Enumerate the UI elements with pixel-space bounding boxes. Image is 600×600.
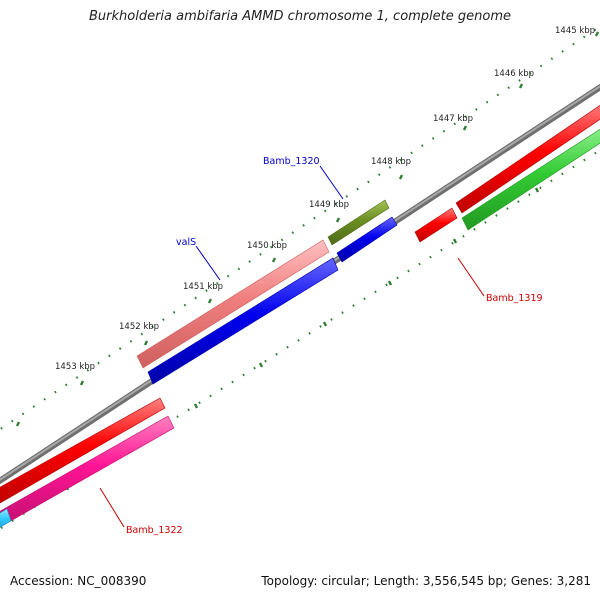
ruler-major-ticks [15,31,600,427]
inner-ruler [0,148,600,530]
outer-ruler [0,25,600,431]
tick-label-1448: 1448 kbp [371,157,411,167]
accession-text: Accession: NC_008390 [10,574,147,588]
gene-label-leaders [99,165,485,528]
gene-label-bamb-1320[interactable]: Bamb_1320 [263,156,320,167]
tick-label-1451: 1451 kbp [183,282,223,292]
gene-green-feature[interactable] [461,126,600,231]
gene-label-bamb-1319[interactable]: Bamb_1319 [486,293,543,304]
gene-blue-long-feature[interactable] [147,257,339,385]
tick-label-1453: 1453 kbp [55,362,95,372]
tick-label-1446: 1446 kbp [494,69,534,79]
gene-blue-right-feature[interactable] [336,216,398,263]
gene-vals-feature[interactable] [136,239,330,369]
gene-bamb-1322-feature[interactable] [0,415,175,528]
gene-cyan-feature[interactable] [0,508,12,530]
tick-label-1447: 1447 kbp [433,114,473,124]
tick-label-1445: 1445 kbp [555,26,595,36]
gene-red-lower-left-feature[interactable] [0,397,166,504]
gene-label-vals[interactable]: valS [176,237,196,248]
gene-labels: Bamb_1320 valS Bamb_1319 Bamb_1322 [126,156,543,536]
map-title: Burkholderia ambifaria AMMD chromosome 1… [88,9,512,24]
tick-label-1452: 1452 kbp [119,322,159,332]
tick-label-1450: 1450 kbp [247,241,287,251]
gene-bamb-1319-feature[interactable] [414,207,458,243]
gene-bamb-1320-feature[interactable] [327,199,390,246]
genome-summary-text: Topology: circular; Length: 3,556,545 bp… [261,574,591,588]
gene-red-upper-feature[interactable] [455,102,600,214]
ruler-labels: 1445 kbp 1446 kbp 1447 kbp 1448 kbp 1449… [55,26,595,372]
tick-label-1449: 1449 kbp [309,200,349,210]
gene-label-bamb-1322[interactable]: Bamb_1322 [126,525,183,536]
